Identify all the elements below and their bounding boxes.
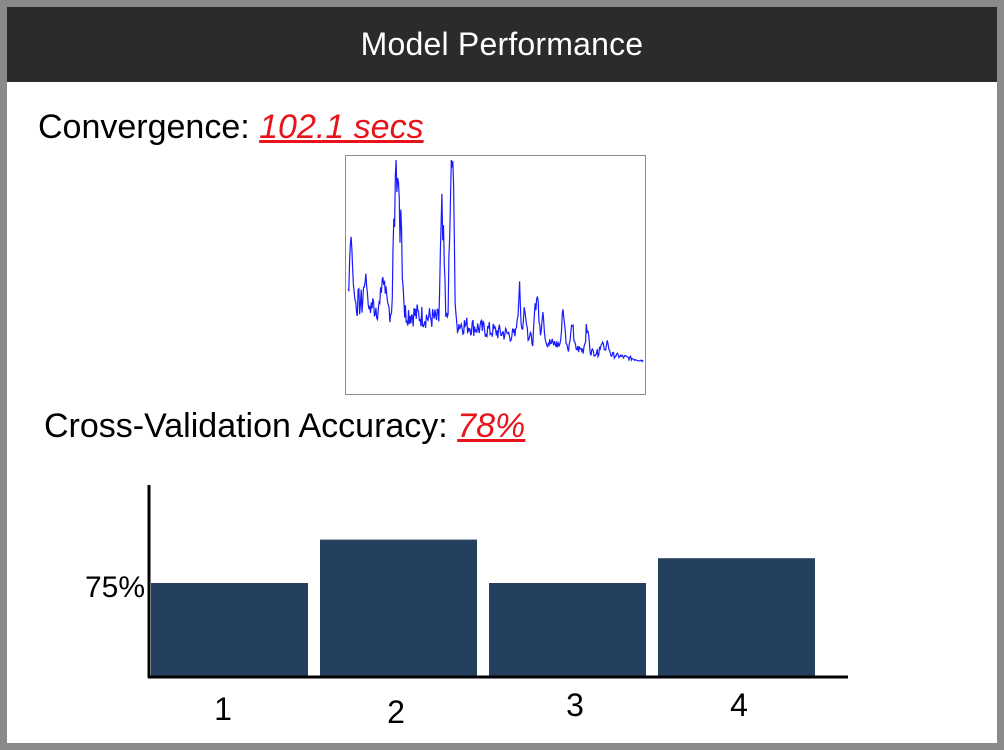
x-tick-label-2: 2 <box>387 694 405 730</box>
convergence-row: Convergence: 102.1 secs <box>38 108 424 147</box>
convergence-line-chart <box>347 159 644 363</box>
convergence-plot <box>345 155 646 395</box>
x-tick-label-4: 4 <box>730 687 748 723</box>
title-bar: Model Performance <box>7 7 997 82</box>
convergence-value[interactable]: 102.1 secs <box>259 108 424 146</box>
bar-1 <box>151 583 308 676</box>
bar-2 <box>320 539 477 676</box>
cross-validation-row: Cross-Validation Accuracy: 78% <box>44 407 525 446</box>
cv-bar-chart-svg: 1 2 3 4 75% <box>85 485 848 730</box>
page-title: Model Performance <box>360 26 644 62</box>
convergence-label: Convergence: <box>38 108 250 146</box>
bar-4 <box>658 558 815 676</box>
cv-bar-chart: 1 2 3 4 75% <box>0 470 1004 740</box>
convergence-series-line <box>347 159 644 363</box>
x-tick-label-1: 1 <box>214 691 232 727</box>
y-tick-label: 75% <box>85 571 145 604</box>
cross-validation-value[interactable]: 78% <box>457 407 526 445</box>
cross-validation-label: Cross-Validation Accuracy: <box>44 407 448 445</box>
bar-3 <box>489 583 646 676</box>
x-tick-label-3: 3 <box>566 687 584 723</box>
